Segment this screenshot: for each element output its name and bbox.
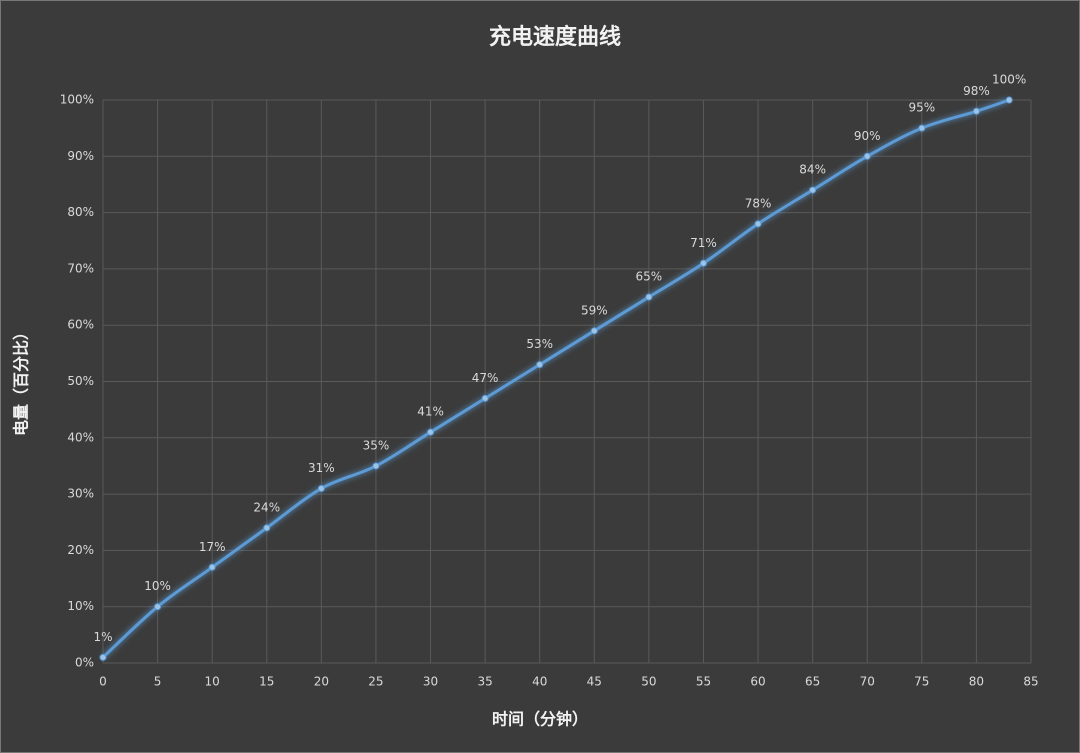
data-point [590,327,598,335]
y-tick-label: 90% [67,149,94,163]
data-label: 10% [144,579,171,593]
x-tick-label: 45 [587,675,602,689]
y-tick-label: 80% [67,205,94,219]
y-tick-label: 10% [67,599,94,613]
y-tick-label: 50% [67,374,94,388]
data-label: 65% [636,270,663,284]
data-point [863,152,871,160]
data-label: 24% [253,500,280,514]
data-label: 53% [526,337,553,351]
x-tick-label: 80 [969,675,984,689]
data-label: 78% [745,196,772,210]
y-tick-label: 30% [67,487,94,501]
data-point [809,186,817,194]
data-label: 95% [908,101,935,115]
x-axis-label: 时间（分钟） [492,710,588,729]
x-tick-label: 50 [641,675,656,689]
data-label: 17% [199,540,226,554]
y-tick-label: 40% [67,430,94,444]
x-tick-label: 15 [259,675,274,689]
x-tick-label: 25 [368,675,383,689]
data-label: 98% [963,84,990,98]
x-tick-label: 40 [532,675,547,689]
data-point [263,524,271,532]
data-point [972,107,980,115]
data-label: 84% [799,163,826,177]
x-tick-label: 70 [860,675,875,689]
x-tick-label: 10 [205,675,220,689]
x-tick-label: 60 [750,675,765,689]
x-tick-label: 30 [423,675,438,689]
data-label: 59% [581,303,608,317]
data-label: 1% [93,630,112,644]
data-point [427,428,435,436]
data-label: 71% [690,236,717,250]
x-tick-label: 0 [99,675,107,689]
y-tick-label: 0% [75,656,94,670]
y-tick-label: 100% [60,93,94,107]
data-point [317,484,325,492]
data-label: 90% [854,129,881,143]
data-label: 100% [992,73,1026,87]
data-label: 35% [363,438,390,452]
data-point [99,653,107,661]
x-tick-label: 65 [805,675,820,689]
data-label: 47% [472,371,499,385]
data-label: 41% [417,405,444,419]
data-point [536,361,544,369]
y-axis-label: 电量（百分比） [12,324,31,436]
y-tick-label: 20% [67,543,94,557]
data-point [699,259,707,267]
x-tick-label: 85 [1023,675,1038,689]
data-point [154,603,162,611]
data-point [372,462,380,470]
data-point [645,293,653,301]
x-tick-label: 75 [914,675,929,689]
data-point [918,124,926,132]
chart-title: 充电速度曲线 [489,24,621,50]
data-label: 31% [308,461,335,475]
x-tick-label: 55 [696,675,711,689]
data-point [208,563,216,571]
y-tick-label: 70% [67,261,94,275]
y-tick-label: 60% [67,318,94,332]
data-point [1005,96,1013,104]
x-tick-label: 35 [477,675,492,689]
data-point [481,394,489,402]
data-point [754,220,762,228]
x-tick-label: 20 [314,675,329,689]
x-tick-label: 5 [154,675,162,689]
